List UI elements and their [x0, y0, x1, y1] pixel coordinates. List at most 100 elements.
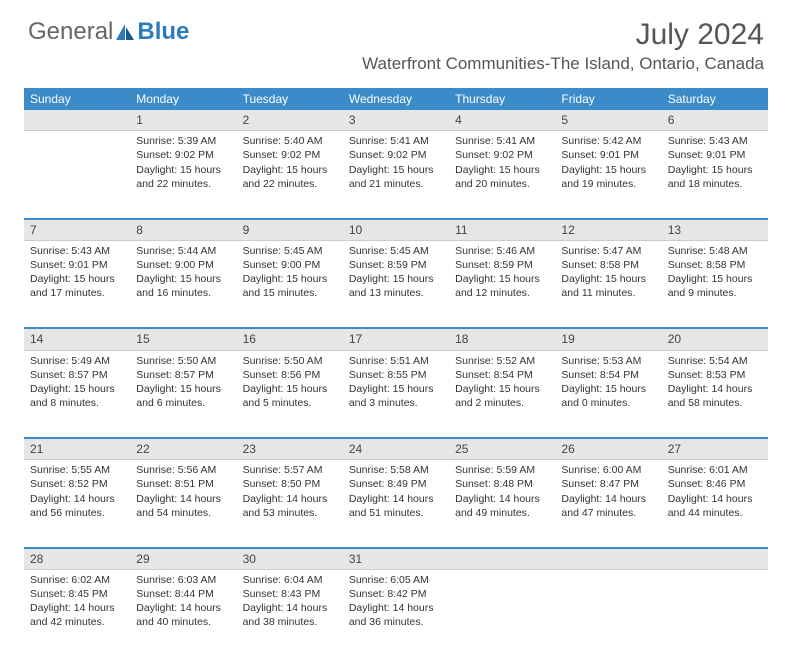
day-number: 26	[555, 439, 661, 460]
day-cell: Sunrise: 5:51 AMSunset: 8:55 PMDaylight:…	[343, 350, 449, 438]
daylight-text: and 44 minutes.	[668, 506, 762, 520]
sunset-text: Sunset: 9:02 PM	[349, 148, 443, 162]
daylight-text: and 56 minutes.	[30, 506, 124, 520]
day-number	[24, 110, 130, 131]
daylight-text: Daylight: 15 hours	[668, 272, 762, 286]
daylight-text: and 9 minutes.	[668, 286, 762, 300]
daylight-text: and 53 minutes.	[243, 506, 337, 520]
sunset-text: Sunset: 9:01 PM	[668, 148, 762, 162]
sunset-text: Sunset: 9:00 PM	[136, 258, 230, 272]
brand-logo: General Blue	[28, 18, 189, 46]
daylight-text: and 6 minutes.	[136, 396, 230, 410]
daylight-text: Daylight: 15 hours	[243, 163, 337, 177]
sunset-text: Sunset: 8:44 PM	[136, 587, 230, 601]
day-header: Tuesday	[237, 88, 343, 110]
daylight-text: and 18 minutes.	[668, 177, 762, 191]
sunrise-text: Sunrise: 5:43 AM	[30, 244, 124, 258]
calendar-table: SundayMondayTuesdayWednesdayThursdayFrid…	[24, 88, 768, 657]
day-cell: Sunrise: 6:04 AMSunset: 8:43 PMDaylight:…	[237, 569, 343, 657]
day-number: 11	[449, 220, 555, 241]
day-cell: Sunrise: 5:46 AMSunset: 8:59 PMDaylight:…	[449, 240, 555, 328]
sunset-text: Sunset: 8:56 PM	[243, 368, 337, 382]
day-cell	[24, 131, 130, 219]
day-cell: Sunrise: 5:44 AMSunset: 9:00 PMDaylight:…	[130, 240, 236, 328]
daylight-text: and 3 minutes.	[349, 396, 443, 410]
daylight-text: and 47 minutes.	[561, 506, 655, 520]
daylight-text: Daylight: 14 hours	[136, 492, 230, 506]
daylight-text: Daylight: 15 hours	[561, 163, 655, 177]
day-cell: Sunrise: 5:43 AMSunset: 9:01 PMDaylight:…	[24, 240, 130, 328]
day-cell: Sunrise: 5:55 AMSunset: 8:52 PMDaylight:…	[24, 460, 130, 548]
daylight-text: Daylight: 15 hours	[349, 382, 443, 396]
sunrise-text: Sunrise: 5:59 AM	[455, 463, 549, 477]
sunrise-text: Sunrise: 5:42 AM	[561, 134, 655, 148]
day-number: 12	[555, 220, 661, 241]
day-number: 20	[662, 329, 768, 350]
day-cell: Sunrise: 5:41 AMSunset: 9:02 PMDaylight:…	[449, 131, 555, 219]
daylight-text: Daylight: 14 hours	[30, 601, 124, 615]
sunrise-text: Sunrise: 5:56 AM	[136, 463, 230, 477]
daylight-text: Daylight: 15 hours	[30, 382, 124, 396]
day-header: Friday	[555, 88, 661, 110]
daylight-text: and 16 minutes.	[136, 286, 230, 300]
sunset-text: Sunset: 8:53 PM	[668, 368, 762, 382]
daylight-text: Daylight: 14 hours	[136, 601, 230, 615]
daylight-text: and 38 minutes.	[243, 615, 337, 629]
day-number: 18	[449, 329, 555, 350]
day-cell	[662, 569, 768, 657]
day-cell: Sunrise: 5:59 AMSunset: 8:48 PMDaylight:…	[449, 460, 555, 548]
day-number: 21	[24, 439, 130, 460]
daylight-text: and 54 minutes.	[136, 506, 230, 520]
day-cell: Sunrise: 5:52 AMSunset: 8:54 PMDaylight:…	[449, 350, 555, 438]
daylight-text: and 11 minutes.	[561, 286, 655, 300]
sunrise-text: Sunrise: 5:39 AM	[136, 134, 230, 148]
brand-part2: Blue	[137, 18, 189, 46]
sunset-text: Sunset: 8:47 PM	[561, 477, 655, 491]
sunrise-text: Sunrise: 5:49 AM	[30, 354, 124, 368]
sunrise-text: Sunrise: 5:45 AM	[243, 244, 337, 258]
sunrise-text: Sunrise: 5:50 AM	[243, 354, 337, 368]
day-number: 25	[449, 439, 555, 460]
sunset-text: Sunset: 9:02 PM	[455, 148, 549, 162]
day-cell: Sunrise: 5:43 AMSunset: 9:01 PMDaylight:…	[662, 131, 768, 219]
day-number: 30	[237, 549, 343, 570]
day-cell: Sunrise: 6:03 AMSunset: 8:44 PMDaylight:…	[130, 569, 236, 657]
daylight-text: and 20 minutes.	[455, 177, 549, 191]
sunset-text: Sunset: 9:02 PM	[243, 148, 337, 162]
day-cell: Sunrise: 5:41 AMSunset: 9:02 PMDaylight:…	[343, 131, 449, 219]
daylight-text: Daylight: 15 hours	[455, 272, 549, 286]
day-cell: Sunrise: 5:42 AMSunset: 9:01 PMDaylight:…	[555, 131, 661, 219]
daylight-text: and 0 minutes.	[561, 396, 655, 410]
daylight-text: Daylight: 15 hours	[243, 382, 337, 396]
sunset-text: Sunset: 9:01 PM	[561, 148, 655, 162]
location-text: Waterfront Communities-The Island, Ontar…	[362, 54, 764, 74]
sunset-text: Sunset: 8:54 PM	[561, 368, 655, 382]
sunrise-text: Sunrise: 5:41 AM	[349, 134, 443, 148]
title-block: July 2024 Waterfront Communities-The Isl…	[362, 18, 764, 74]
daylight-text: Daylight: 14 hours	[561, 492, 655, 506]
sunset-text: Sunset: 8:59 PM	[455, 258, 549, 272]
sunset-text: Sunset: 8:49 PM	[349, 477, 443, 491]
sunset-text: Sunset: 9:01 PM	[30, 258, 124, 272]
daylight-text: Daylight: 14 hours	[668, 382, 762, 396]
day-header: Sunday	[24, 88, 130, 110]
daylight-text: and 40 minutes.	[136, 615, 230, 629]
daylight-text: Daylight: 14 hours	[349, 492, 443, 506]
sunset-text: Sunset: 8:52 PM	[30, 477, 124, 491]
day-cell: Sunrise: 5:45 AMSunset: 9:00 PMDaylight:…	[237, 240, 343, 328]
day-cell: Sunrise: 5:53 AMSunset: 8:54 PMDaylight:…	[555, 350, 661, 438]
sunrise-text: Sunrise: 5:43 AM	[668, 134, 762, 148]
day-number	[449, 549, 555, 570]
sunrise-text: Sunrise: 6:05 AM	[349, 573, 443, 587]
daylight-text: Daylight: 15 hours	[561, 382, 655, 396]
sunrise-text: Sunrise: 5:47 AM	[561, 244, 655, 258]
day-cell: Sunrise: 5:58 AMSunset: 8:49 PMDaylight:…	[343, 460, 449, 548]
brand-part1: General	[28, 18, 113, 46]
day-cell: Sunrise: 5:39 AMSunset: 9:02 PMDaylight:…	[130, 131, 236, 219]
day-cell: Sunrise: 6:05 AMSunset: 8:42 PMDaylight:…	[343, 569, 449, 657]
day-cell: Sunrise: 6:00 AMSunset: 8:47 PMDaylight:…	[555, 460, 661, 548]
daylight-text: Daylight: 15 hours	[243, 272, 337, 286]
day-number	[555, 549, 661, 570]
sunset-text: Sunset: 8:42 PM	[349, 587, 443, 601]
day-number	[662, 549, 768, 570]
